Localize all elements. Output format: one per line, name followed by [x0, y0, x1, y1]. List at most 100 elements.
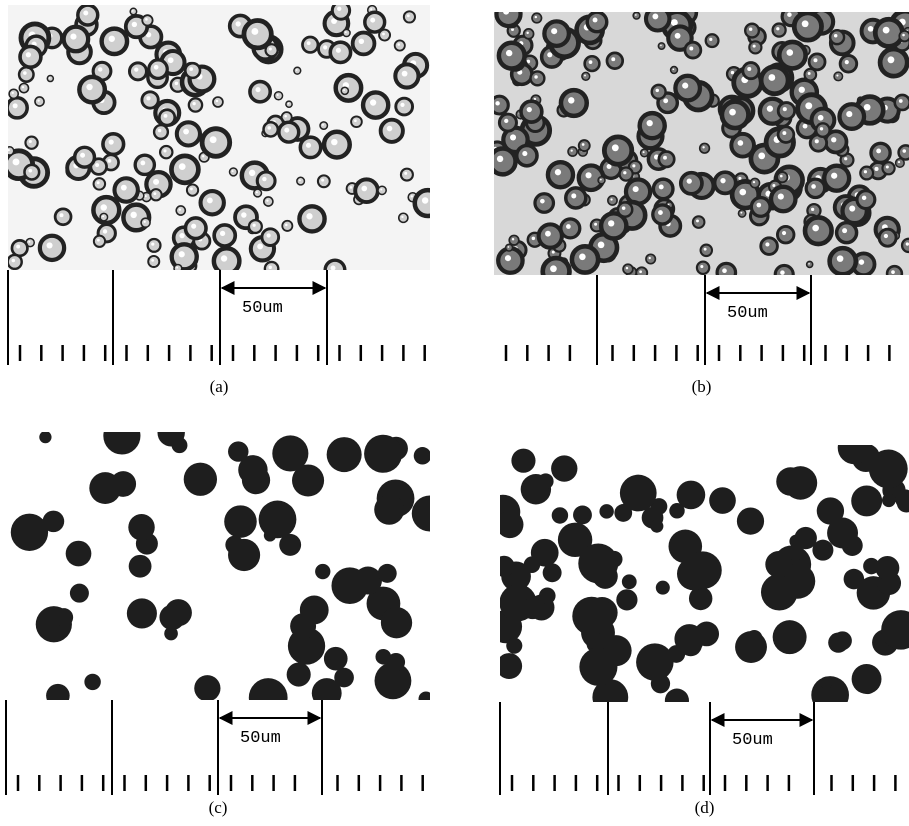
droplet-highlight — [70, 34, 76, 40]
droplet-highlight — [262, 177, 266, 181]
droplet — [623, 264, 633, 274]
droplet — [8, 255, 22, 269]
droplet-highlight — [643, 151, 645, 153]
droplet-highlight — [902, 34, 905, 37]
droplet-highlight — [28, 169, 32, 173]
droplet — [128, 514, 154, 540]
droplet — [887, 266, 902, 281]
droplet — [717, 263, 735, 281]
droplet-highlight — [805, 102, 812, 109]
droplet — [171, 156, 198, 183]
droplet-highlight — [834, 34, 837, 37]
droplet — [189, 98, 202, 111]
droplet — [55, 608, 73, 626]
droplet — [150, 189, 161, 200]
droplet-highlight — [522, 151, 527, 156]
droplet — [532, 13, 542, 23]
droplet-highlight — [359, 39, 364, 44]
droplet-highlight — [236, 21, 241, 26]
droplet — [765, 551, 792, 578]
droplet — [794, 13, 821, 40]
droplet-highlight — [612, 144, 619, 151]
droplet — [185, 63, 200, 78]
droplet-highlight — [608, 220, 614, 226]
droplet — [538, 473, 554, 489]
droplet-highlight — [566, 224, 571, 229]
droplet-highlight — [322, 124, 324, 126]
droplet-highlight — [747, 67, 751, 71]
droplet — [827, 518, 858, 549]
droplet-highlight — [387, 126, 393, 132]
droplet — [141, 218, 150, 227]
panel: 50um(d) — [485, 431, 909, 817]
droplet-highlight — [753, 45, 756, 48]
droplet-highlight — [811, 208, 814, 211]
droplet-highlight — [505, 255, 511, 261]
droplet-highlight — [361, 186, 367, 192]
droplet — [674, 624, 704, 654]
droplet — [300, 137, 320, 157]
droplet-highlight — [687, 179, 692, 184]
droplet — [761, 238, 778, 255]
droplet — [582, 72, 590, 80]
droplet-highlight — [787, 12, 792, 17]
droplet — [396, 98, 413, 115]
droplet-highlight — [639, 270, 642, 273]
droplet — [7, 98, 27, 118]
micrograph — [488, 2, 909, 285]
droplet-highlight — [504, 119, 508, 123]
droplet — [103, 417, 140, 454]
droplet-highlight — [767, 106, 773, 112]
droplet — [681, 173, 702, 194]
droplet-highlight — [836, 74, 838, 76]
droplet — [579, 648, 617, 686]
droplet-highlight — [729, 109, 736, 116]
droplet — [578, 543, 618, 583]
droplet — [496, 653, 522, 679]
droplet — [19, 67, 33, 81]
droplet — [522, 598, 543, 619]
droplet-highlight — [175, 82, 178, 85]
droplet — [659, 152, 674, 167]
droplet-highlight — [404, 172, 407, 175]
droplet-highlight — [571, 149, 573, 151]
droplet — [25, 137, 37, 149]
droplet — [499, 43, 525, 69]
droplet-highlight — [611, 57, 615, 61]
droplet — [805, 217, 832, 244]
droplet — [264, 197, 273, 206]
droplet — [896, 159, 905, 168]
droplet — [213, 97, 223, 107]
droplet — [777, 226, 794, 243]
droplet — [19, 84, 28, 93]
droplet — [228, 441, 248, 461]
droplet-highlight — [738, 140, 744, 146]
droplet — [677, 557, 710, 590]
droplet-highlight — [269, 47, 272, 50]
droplet — [404, 11, 415, 22]
droplet — [381, 607, 412, 638]
droplet-highlight — [902, 149, 906, 153]
droplet — [653, 205, 672, 224]
droplet — [142, 92, 158, 108]
droplet-highlight — [370, 99, 376, 105]
droplet — [844, 569, 865, 590]
droplet-highlight — [568, 97, 574, 103]
droplet-highlight — [778, 194, 784, 200]
droplet-highlight — [720, 178, 725, 183]
droplet — [539, 224, 562, 247]
droplet-highlight — [782, 131, 786, 135]
droplet — [129, 63, 146, 80]
droplet — [568, 147, 577, 156]
droplet-highlight — [151, 259, 154, 262]
droplet — [331, 567, 368, 604]
figure: 50um(a)50um(b)50um(c)50um(d) — [0, 0, 909, 826]
droplet — [871, 143, 890, 162]
droplet — [834, 72, 843, 81]
droplet — [330, 42, 350, 62]
droplet — [509, 235, 519, 245]
droplet-highlight — [350, 186, 353, 189]
droplet — [652, 85, 666, 99]
droplet-highlight — [876, 149, 881, 154]
droplet — [401, 169, 413, 181]
